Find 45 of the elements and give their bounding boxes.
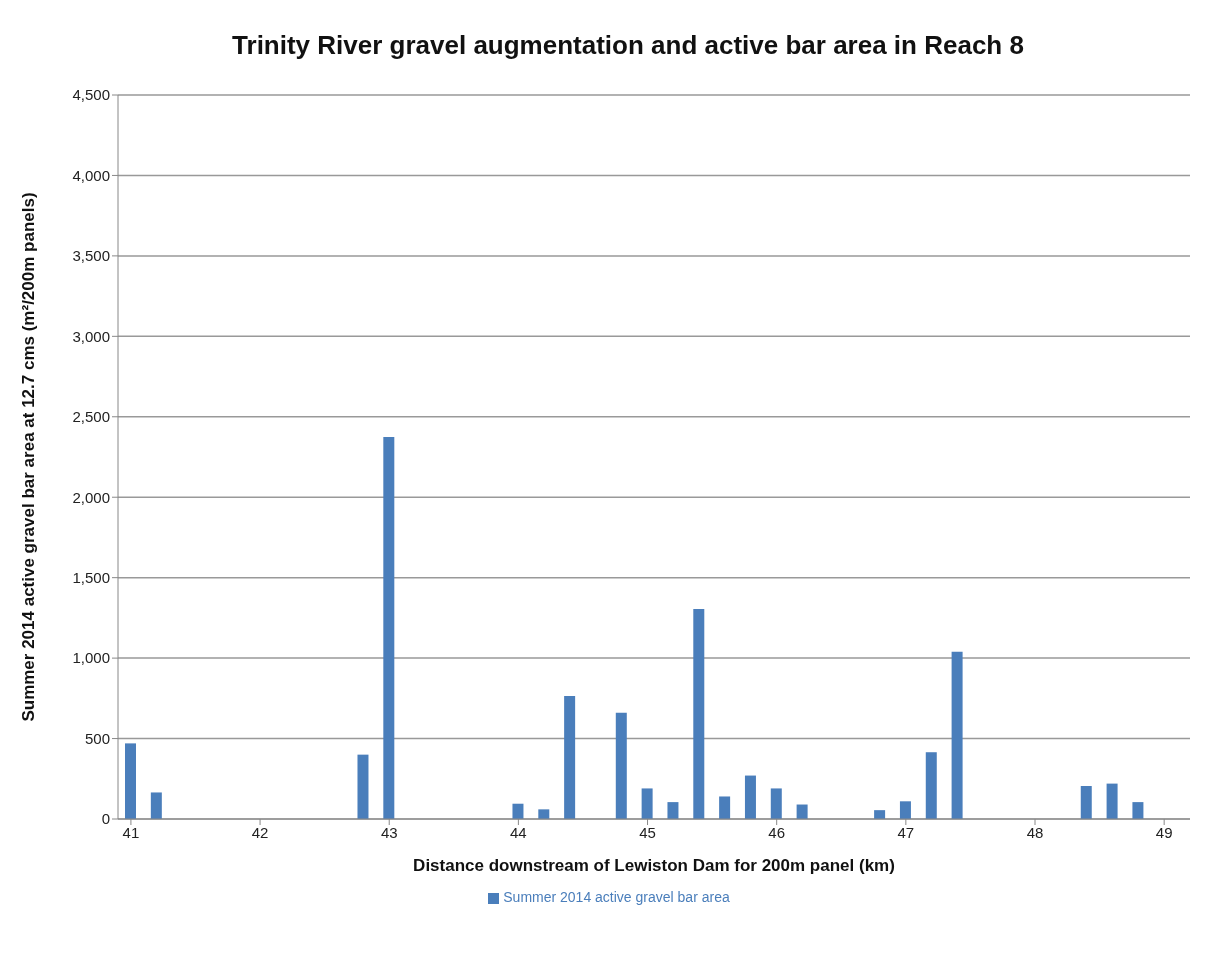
bar [951, 651, 963, 819]
y-tick-label: 4,500 [72, 86, 110, 104]
bar [1080, 786, 1092, 819]
x-tick-label: 42 [251, 823, 269, 841]
bar [564, 695, 576, 819]
bar [538, 809, 550, 819]
bar [719, 796, 731, 819]
y-tick-label: 0 [101, 810, 110, 828]
bar [796, 804, 808, 819]
bar [693, 609, 705, 819]
bar [1132, 802, 1144, 819]
bar [641, 788, 653, 819]
x-tick-label: 49 [1155, 823, 1173, 841]
bar [615, 712, 627, 819]
x-axis-title: Distance downstream of Lewiston Dam for 200m panel (km) [413, 856, 895, 875]
bar [874, 810, 886, 819]
y-tick-label: 1,000 [72, 649, 110, 667]
y-tick-label: 3,000 [72, 327, 110, 345]
x-tick-label: 41 [122, 823, 140, 841]
x-tick-label: 45 [639, 823, 656, 841]
x-tick-label: 47 [897, 823, 915, 841]
bar [925, 752, 937, 819]
bar [383, 436, 395, 819]
y-axis-title: Summer 2014 active gravel bar area at 12.7 cms (m²/200m panels) [19, 192, 39, 722]
y-tick-label: 2,000 [72, 488, 110, 506]
y-tick-label: 2,500 [72, 408, 110, 426]
x-tick-label: 43 [380, 823, 398, 841]
bar [150, 792, 162, 819]
y-tick-label: 3,500 [72, 247, 110, 265]
x-tick-label: 48 [1026, 823, 1044, 841]
bar [1106, 783, 1118, 819]
legend-label: Summer 2014 active gravel bar area [503, 889, 730, 905]
y-tick-label: 4,000 [72, 166, 110, 184]
bar [357, 754, 369, 819]
y-tick-label: 1,500 [72, 568, 110, 586]
x-tick-label: 46 [768, 823, 786, 841]
bar [744, 775, 756, 819]
bar [770, 788, 782, 819]
bar [512, 803, 524, 819]
bar [899, 801, 911, 819]
chart-title: Trinity River gravel augmentation and active bar area in Reach 8 [231, 29, 1025, 62]
y-tick-label: 500 [84, 729, 110, 747]
x-tick-label: 44 [510, 823, 527, 841]
bar [667, 802, 679, 819]
bar [125, 743, 136, 819]
